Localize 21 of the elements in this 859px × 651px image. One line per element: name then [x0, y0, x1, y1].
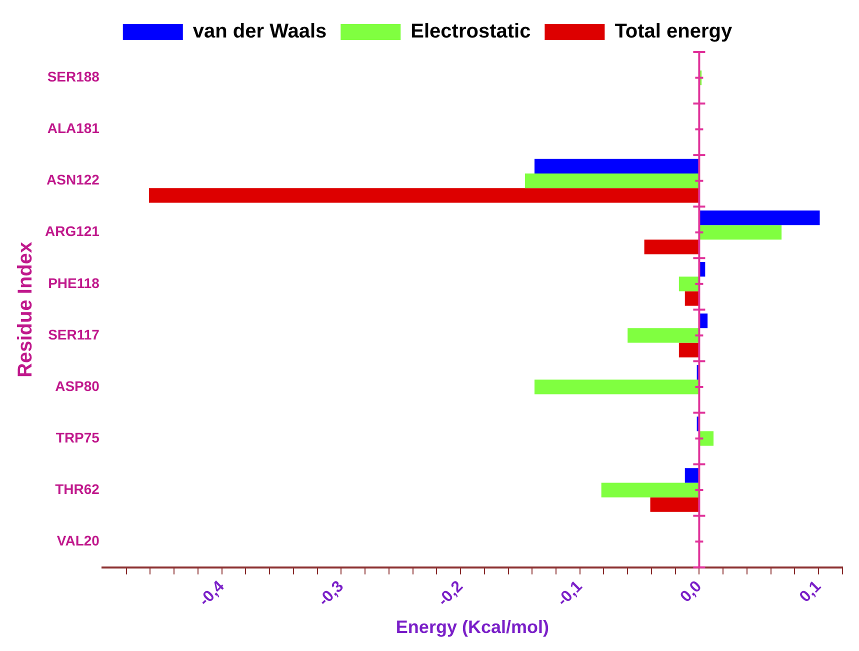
x-axis-title: Energy (Kcal/mol) — [396, 617, 549, 638]
legend-label: Electrostatic — [410, 20, 531, 43]
y-tick-label: SER117 — [48, 326, 100, 342]
y-tick-label: TRP75 — [56, 429, 100, 446]
y-tick-label: ASN122 — [46, 172, 100, 188]
x-tick-label: 0,1 — [796, 578, 825, 606]
legend-label: Total energy — [614, 20, 733, 43]
x-tick-label: 0,0 — [677, 578, 706, 606]
y-axis-title: Residue Index — [14, 242, 37, 378]
y-tick-label: SER188 — [47, 68, 100, 85]
legend-label: van der Waals — [192, 20, 327, 43]
x-tick-label: -0,4 — [196, 578, 228, 610]
y-tick-label: ARG121 — [45, 223, 100, 240]
y-tick-label: VAL20 — [56, 532, 100, 548]
y-tick-label: ALA181 — [47, 120, 100, 136]
y-tick-label: ASP80 — [55, 378, 100, 394]
y-tick-label: THR62 — [55, 480, 100, 497]
x-tick-label: -0,1 — [554, 578, 586, 610]
x-tick-label: -0,2 — [434, 578, 467, 610]
x-tick-label: -0,3 — [316, 578, 348, 610]
y-tick-label: PHE118 — [48, 274, 100, 291]
